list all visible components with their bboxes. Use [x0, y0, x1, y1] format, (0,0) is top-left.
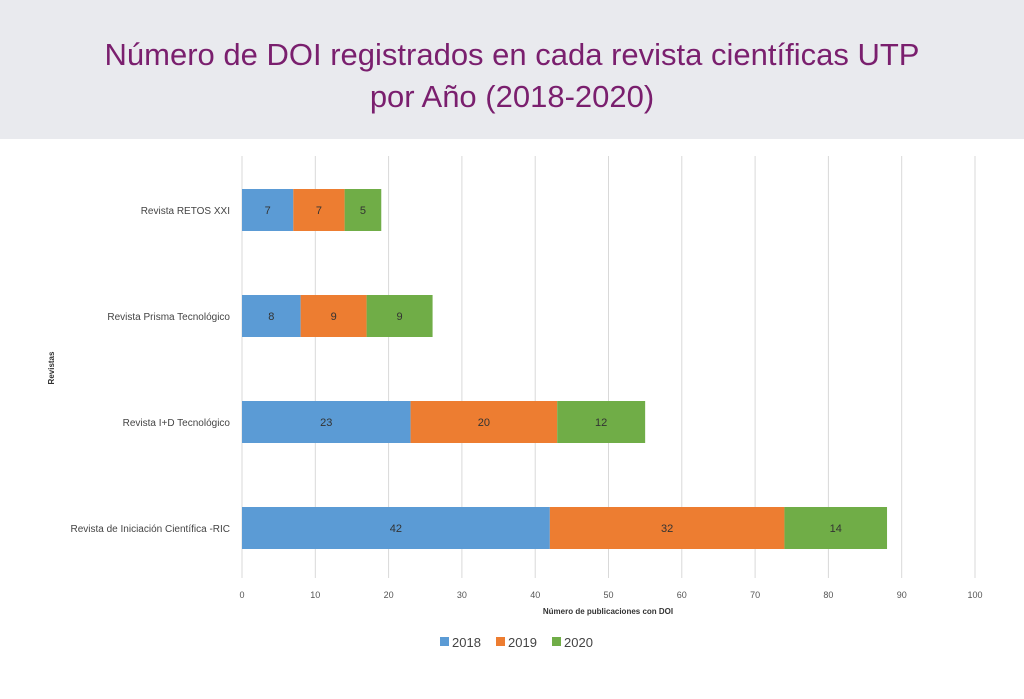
data-label-2020-3: 14: [830, 523, 842, 535]
data-label-2020-0: 5: [360, 205, 366, 217]
x-tick-label-40: 40: [530, 590, 540, 600]
x-tick-label-90: 90: [897, 590, 907, 600]
category-label-1: Revista Prisma Tecnológico: [107, 312, 230, 323]
x-axis-title: Número de publicaciones con DOI: [543, 607, 673, 616]
bar-2018-2: [242, 401, 411, 443]
data-label-2020-2: 12: [595, 417, 607, 429]
legend-swatch-2018: [440, 637, 449, 646]
x-tick-label-10: 10: [310, 590, 320, 600]
data-label-2019-2: 20: [478, 417, 490, 429]
bar-2018-3: [242, 507, 550, 549]
legend-label-2019: 2019: [508, 635, 537, 650]
data-label-2018-1: 8: [268, 311, 274, 323]
bar-2020-2: [557, 401, 646, 443]
data-label-2020-1: 9: [397, 311, 403, 323]
data-label-2018-0: 7: [265, 205, 271, 217]
bar-2018-0: [242, 189, 294, 231]
chart-title-line-1: Número de DOI registrados en cada revist…: [104, 37, 920, 72]
chart-title: Número de DOI registrados en cada revist…: [0, 34, 1024, 118]
bar-2019-1: [300, 295, 367, 337]
bar-2020-1: [366, 295, 433, 337]
x-tick-label-60: 60: [677, 590, 687, 600]
bar-2019-3: [549, 507, 785, 549]
legend-label-2018: 2018: [452, 635, 481, 650]
bar-2019-0: [293, 189, 345, 231]
chart-title-line-2: por Año (2018-2020): [369, 79, 655, 114]
bar-2018-1: [242, 295, 301, 337]
data-label-2018-3: 42: [390, 523, 402, 535]
bars: [242, 189, 888, 549]
data-label-2019-3: 32: [661, 523, 673, 535]
data-label-2018-2: 23: [320, 417, 332, 429]
legend-label-2020: 2020: [564, 635, 593, 650]
category-label-0: Revista RETOS XXI: [141, 206, 230, 217]
legend-swatch-2019: [496, 637, 505, 646]
labels: 0 10 20 30 40 50 60 70 80 90 100 Revista RETOS XXI R…: [70, 205, 982, 600]
bar-2020-0: [344, 189, 382, 231]
x-tick-label-30: 30: [457, 590, 467, 600]
legend: 2018 2019 2020: [440, 635, 593, 650]
legend-swatch-2020: [552, 637, 561, 646]
x-tick-label-50: 50: [603, 590, 613, 600]
data-label-2019-0: 7: [316, 205, 322, 217]
title-band: [0, 0, 1024, 139]
x-tick-label-0: 0: [239, 590, 244, 600]
bar-2019-2: [410, 401, 558, 443]
bar-2020-3: [784, 507, 888, 549]
x-tick-label-70: 70: [750, 590, 760, 600]
y-axis-title: Revistas: [47, 351, 56, 384]
data-label-2019-1: 9: [331, 311, 337, 323]
x-tick-label-80: 80: [823, 590, 833, 600]
x-tick-label-20: 20: [384, 590, 394, 600]
x-tick-label-100: 100: [967, 590, 982, 600]
category-label-3: Revista de Iniciación Científica -RIC: [70, 524, 230, 535]
category-label-2: Revista I+D Tecnológico: [123, 418, 231, 429]
